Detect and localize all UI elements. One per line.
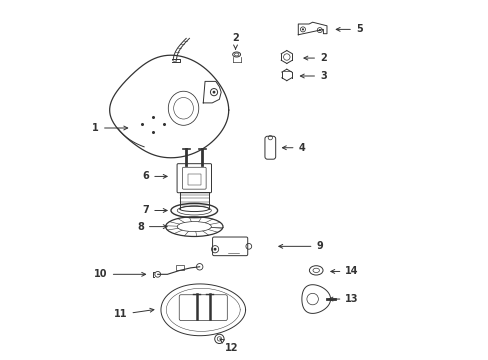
Text: 3: 3 — [300, 71, 326, 81]
Circle shape — [212, 91, 215, 94]
Text: 4: 4 — [282, 143, 305, 153]
Text: 14: 14 — [330, 266, 358, 276]
Text: 5: 5 — [336, 24, 362, 35]
Bar — [176, 265, 184, 270]
Text: 7: 7 — [142, 206, 167, 216]
Text: 2: 2 — [232, 33, 239, 49]
Circle shape — [213, 248, 216, 251]
Text: 10: 10 — [94, 269, 145, 279]
Text: 12: 12 — [220, 339, 238, 353]
Text: 6: 6 — [142, 171, 167, 181]
Text: 9: 9 — [278, 241, 323, 251]
Text: 11: 11 — [114, 308, 154, 319]
Circle shape — [318, 29, 320, 31]
Text: 2: 2 — [304, 53, 326, 63]
Circle shape — [301, 28, 304, 31]
Text: 8: 8 — [137, 222, 167, 231]
Bar — [187, 174, 201, 185]
Text: 13: 13 — [328, 294, 358, 304]
Text: 1: 1 — [92, 123, 127, 133]
